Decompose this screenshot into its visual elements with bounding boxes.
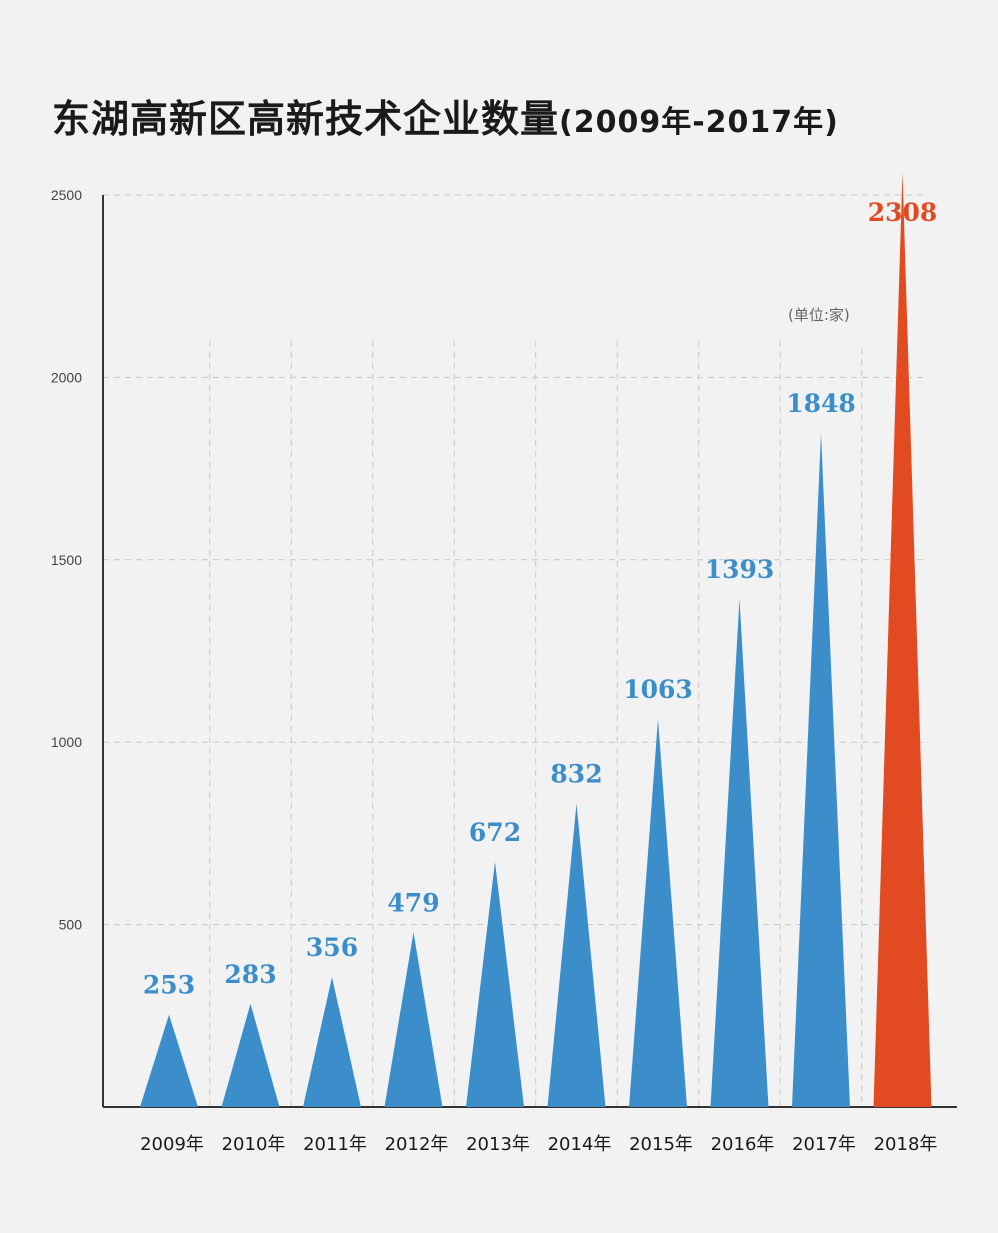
x-tick-2013年: 2013年 bbox=[466, 1134, 530, 1155]
unit-label: (单位:家) bbox=[788, 306, 850, 324]
chart-title: 东湖高新区高新技术企业数量(2009年-2017年) bbox=[52, 88, 839, 143]
chart-title-sub: (2009年-2017年) bbox=[559, 105, 839, 140]
value-label-2016年: 1393 bbox=[705, 555, 775, 584]
y-tick-1000: 1000 bbox=[51, 734, 82, 750]
bars bbox=[140, 172, 932, 1107]
x-tick-2011年: 2011年 bbox=[303, 1134, 367, 1155]
bar-2015年 bbox=[629, 719, 687, 1107]
y-tick-500: 500 bbox=[59, 917, 83, 933]
y-tick-1500: 1500 bbox=[51, 552, 82, 568]
value-label-2017年: 1848 bbox=[786, 389, 856, 418]
bar-2014年 bbox=[547, 803, 606, 1107]
x-tick-2010年: 2010年 bbox=[222, 1134, 286, 1155]
bar-2012年 bbox=[384, 932, 443, 1107]
x-tick-2014年: 2014年 bbox=[548, 1134, 612, 1155]
value-label-2011年: 356 bbox=[306, 933, 358, 962]
bar-2009年 bbox=[140, 1014, 198, 1107]
y-tick-2000: 2000 bbox=[51, 369, 82, 385]
x-tick-2009年: 2009年 bbox=[140, 1134, 204, 1155]
bar-2010年 bbox=[221, 1003, 280, 1107]
value-label-2013年: 672 bbox=[469, 818, 521, 847]
x-tick-labels: 2009年 2010年 2011年 2012年 2013年 2014年 2015年 2016年… bbox=[140, 1134, 937, 1155]
value-labels: 253 283 356 479 672 832 1063 1393 1848 2308 bbox=[143, 198, 937, 1000]
chart-title-main: 东湖高新区高新技术企业数量 bbox=[52, 97, 560, 141]
y-tick-labels: 500 1000 1500 2000 2500 bbox=[51, 187, 82, 933]
x-tick-2012年: 2012年 bbox=[385, 1134, 449, 1155]
value-label-2015年: 1063 bbox=[623, 675, 693, 704]
value-label-2014年: 832 bbox=[550, 759, 602, 788]
bar-2017年 bbox=[792, 432, 850, 1107]
bar-2011年 bbox=[303, 977, 361, 1107]
x-tick-2018年: 2018年 bbox=[874, 1134, 938, 1155]
value-label-2012年: 479 bbox=[387, 888, 439, 917]
bar-2018年 bbox=[873, 172, 932, 1107]
bar-2016年 bbox=[710, 598, 769, 1107]
value-label-2010年: 283 bbox=[224, 960, 276, 989]
x-tick-2015年: 2015年 bbox=[629, 1134, 693, 1155]
bar-2013年 bbox=[466, 861, 524, 1107]
grid-lines bbox=[103, 194, 928, 1107]
y-tick-2500: 2500 bbox=[51, 187, 82, 203]
x-tick-2016年: 2016年 bbox=[711, 1134, 775, 1155]
value-label-2009年: 253 bbox=[143, 971, 195, 1000]
value-label-2018年: 2308 bbox=[868, 198, 938, 227]
x-tick-2017年: 2017年 bbox=[792, 1134, 856, 1155]
